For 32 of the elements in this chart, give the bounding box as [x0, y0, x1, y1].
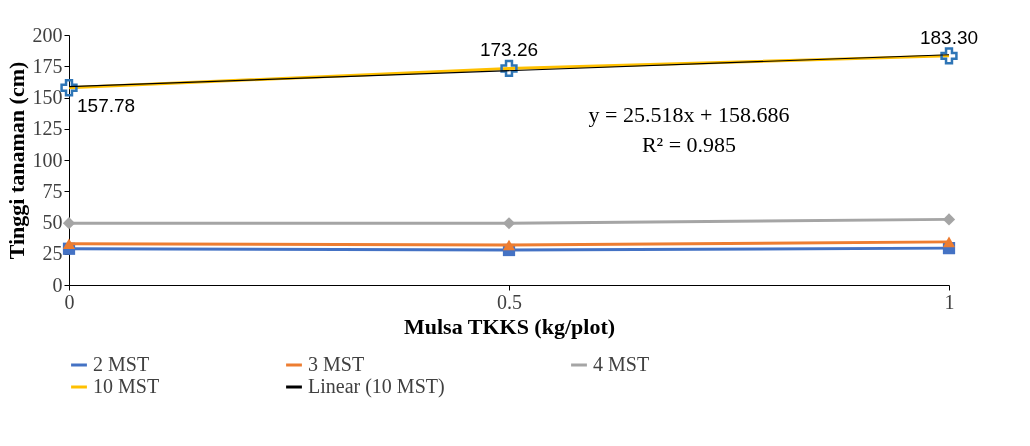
y-tick-label: 175: [32, 54, 63, 77]
legend-label: 10 MST: [93, 375, 160, 397]
data-label: 173.26: [479, 39, 539, 61]
y-tick-label: 0: [52, 273, 63, 296]
y-tick-label: 75: [42, 179, 63, 202]
legend-label: 4 MST: [593, 353, 650, 375]
y-tick-label: 200: [32, 23, 63, 46]
legend-label: 2 MST: [93, 353, 150, 375]
point: [942, 213, 956, 226]
annotation: y = 25.518x + 158.686: [588, 102, 790, 127]
point: [502, 239, 516, 251]
point: [502, 217, 516, 230]
point: [942, 236, 956, 248]
annotation: R² = 0.985: [641, 132, 737, 157]
point: [62, 238, 76, 250]
y-tick-label: 150: [32, 86, 63, 108]
y-tick-label: 100: [32, 148, 63, 171]
x-tick-label: 1: [944, 290, 955, 313]
data-label: 183.30: [919, 26, 979, 48]
y-tick-label: 50: [42, 211, 63, 233]
x-tick-label: 0.5: [497, 290, 522, 313]
y-tick-label: 25: [42, 242, 63, 265]
legend-label: 3 MST: [308, 353, 365, 375]
point: [62, 217, 76, 230]
x-axis-title: Mulsa TKKS (kg/plot): [403, 313, 616, 339]
point: [500, 59, 518, 78]
y-tick-label: 125: [32, 117, 63, 140]
point: [940, 47, 958, 65]
point: [60, 79, 78, 97]
data-label: 157.78: [77, 94, 136, 116]
y-axis-title: Tinggi tanaman (cm): [3, 61, 29, 260]
legend-label: Linear (10 MST): [308, 375, 445, 398]
